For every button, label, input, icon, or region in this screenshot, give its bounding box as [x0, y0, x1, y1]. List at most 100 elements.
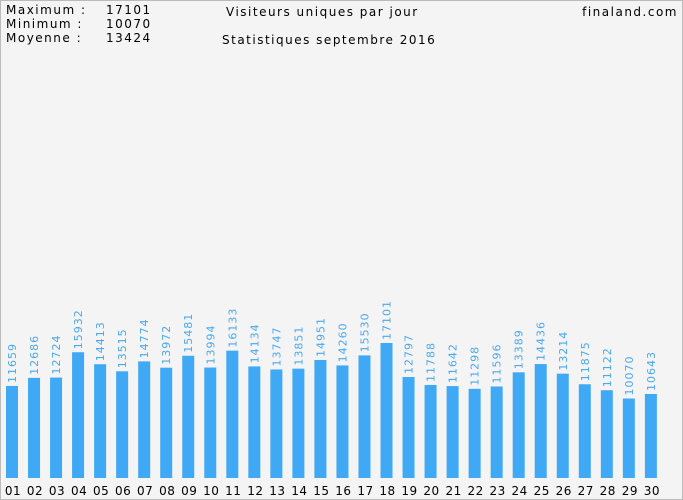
value-label: 14436	[535, 321, 548, 361]
value-label: 13214	[557, 331, 570, 371]
bar	[380, 343, 393, 478]
value-label: 14951	[314, 317, 327, 357]
x-tick-label: 23	[490, 484, 506, 498]
value-label: 14413	[94, 321, 107, 361]
value-label: 12686	[28, 335, 41, 375]
bar	[644, 393, 657, 478]
bar	[270, 369, 283, 478]
x-tick-label: 10	[203, 484, 219, 498]
value-label: 14260	[336, 322, 349, 362]
value-label: 10070	[623, 356, 636, 396]
x-tick-label: 26	[556, 484, 572, 498]
x-tick-label: 05	[93, 484, 109, 498]
bar	[182, 355, 195, 478]
x-tick-label: 11	[225, 484, 241, 498]
bar	[292, 368, 305, 478]
bar	[226, 350, 239, 478]
x-tick-label: 03	[49, 484, 65, 498]
x-tick-label: 20	[423, 484, 439, 498]
bar	[446, 386, 459, 478]
stat-value: 10070	[106, 17, 152, 31]
value-label: 11122	[601, 347, 614, 387]
x-tick-label: 04	[71, 484, 87, 498]
stat-value: 13424	[106, 31, 152, 45]
value-label: 11788	[425, 342, 438, 382]
x-tick-label: 30	[644, 484, 660, 498]
bar	[336, 365, 349, 478]
x-tick-label: 19	[401, 484, 417, 498]
x-tick-label: 12	[247, 484, 263, 498]
x-tick-label: 25	[534, 484, 550, 498]
x-tick-label: 21	[445, 484, 461, 498]
chart-title: Visiteurs uniques par jour	[226, 5, 419, 19]
stat-label: Maximum :	[6, 3, 86, 17]
stat-label: Minimum :	[6, 17, 83, 31]
bar	[490, 386, 503, 478]
value-label: 12724	[50, 335, 63, 375]
bar	[94, 364, 107, 478]
value-label: 10643	[645, 351, 658, 391]
bar	[424, 384, 437, 478]
value-label: 13851	[292, 326, 305, 366]
bar	[358, 355, 371, 478]
x-tick-label: 13	[269, 484, 285, 498]
bar	[512, 372, 525, 478]
x-tick-label: 18	[379, 484, 395, 498]
site-name: finaland.com	[582, 5, 678, 19]
x-tick-label: 09	[181, 484, 197, 498]
bar	[402, 376, 415, 478]
value-label: 11298	[469, 346, 482, 386]
x-tick-label: 14	[291, 484, 307, 498]
value-label: 13515	[116, 328, 129, 368]
stat-value: 17101	[106, 3, 152, 17]
value-label: 13972	[160, 325, 173, 365]
value-label: 11875	[579, 341, 592, 381]
bar	[314, 359, 327, 478]
bar	[248, 366, 261, 478]
bar	[138, 361, 151, 478]
bar	[160, 367, 173, 478]
bar	[204, 367, 217, 478]
bar	[622, 398, 635, 478]
x-tick-label: 16	[335, 484, 351, 498]
x-tick-label: 29	[622, 484, 638, 498]
value-label: 12797	[403, 334, 416, 374]
value-label: 13994	[204, 325, 217, 365]
bar	[50, 377, 63, 478]
x-tick-label: 24	[512, 484, 528, 498]
x-tick-label: 17	[357, 484, 373, 498]
value-label: 14134	[248, 323, 261, 363]
bar	[72, 352, 85, 478]
bar	[6, 385, 18, 478]
bar	[28, 377, 41, 478]
bar	[556, 373, 569, 478]
x-tick-label: 07	[137, 484, 153, 498]
bar	[578, 384, 591, 478]
bar	[468, 388, 481, 478]
value-label: 13389	[513, 329, 526, 369]
x-tick-label: 06	[115, 484, 131, 498]
chart-subtitle: Statistiques septembre 2016	[222, 33, 436, 47]
value-label: 17101	[381, 300, 394, 340]
value-label: 15932	[72, 309, 85, 349]
bar	[534, 364, 547, 478]
x-tick-label: 01	[5, 484, 21, 498]
x-tick-label: 15	[313, 484, 329, 498]
value-label: 11642	[447, 343, 460, 383]
value-label: 11659	[6, 343, 19, 383]
value-label: 13747	[270, 326, 283, 366]
x-tick-label: 22	[467, 484, 483, 498]
value-label: 15530	[358, 312, 371, 352]
x-tick-label: 08	[159, 484, 175, 498]
value-label: 15481	[182, 313, 195, 353]
value-label: 16133	[226, 308, 239, 348]
value-label: 11596	[491, 343, 504, 383]
x-tick-label: 02	[27, 484, 43, 498]
bar	[600, 390, 613, 478]
x-tick-label: 28	[600, 484, 616, 498]
bar	[116, 371, 129, 478]
x-tick-label: 27	[578, 484, 594, 498]
stat-label: Moyenne :	[6, 31, 82, 45]
